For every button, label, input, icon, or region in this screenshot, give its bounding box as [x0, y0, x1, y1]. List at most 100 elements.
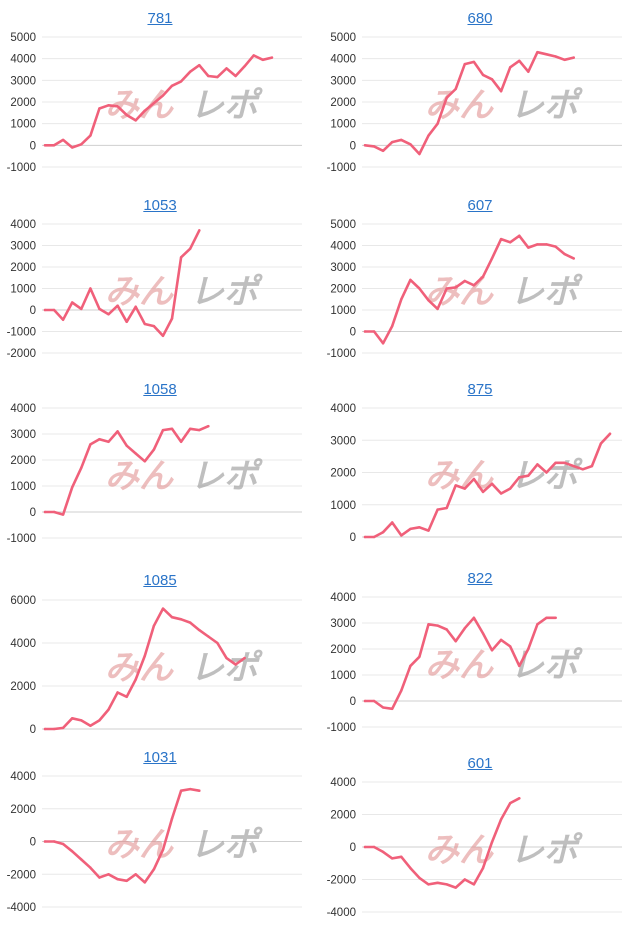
data-point — [454, 640, 457, 643]
watermark-text-left: みん — [105, 457, 174, 497]
data-point — [563, 58, 566, 61]
chart-title-link[interactable]: 1031 — [143, 749, 177, 766]
data-point — [107, 708, 110, 711]
data-point — [554, 55, 557, 58]
minrepo-logo-watermark: みん レポ — [105, 648, 263, 688]
y-tick-label: 1000 — [10, 284, 36, 296]
data-point — [43, 144, 47, 147]
y-tick-label: 2000 — [330, 97, 356, 109]
chart-title-link[interactable]: 1085 — [143, 572, 177, 589]
data-point — [518, 476, 521, 479]
data-point — [445, 506, 448, 510]
y-tick-label: 4000 — [10, 638, 36, 650]
data-point — [554, 245, 557, 248]
data-point — [52, 144, 56, 147]
data-point — [98, 107, 101, 110]
data-point — [71, 146, 74, 149]
data-point — [490, 482, 494, 485]
data-point — [436, 307, 439, 311]
data-point — [107, 313, 110, 316]
data-point — [372, 699, 376, 703]
y-tick-label: 0 — [350, 532, 356, 544]
minrepo-logo-watermark: みん レポ — [105, 457, 263, 497]
data-point — [198, 229, 201, 232]
data-point — [490, 78, 494, 81]
line-chart: 4000 3000 2000 1000 0 -1000 みん レポ — [7, 403, 302, 545]
data-point — [463, 62, 466, 66]
data-point — [572, 257, 575, 260]
data-point — [198, 64, 201, 67]
data-point — [179, 618, 183, 621]
series-line — [363, 432, 612, 539]
data-point — [481, 866, 485, 870]
line-chart: 4000 2000 0 -2000 -4000 みん レポ — [7, 771, 302, 914]
y-tick-label: 4000 — [330, 592, 356, 604]
data-point — [116, 105, 119, 108]
data-point — [527, 70, 530, 73]
y-tick-label: -1000 — [327, 348, 356, 360]
watermark-text-right: レポ — [190, 457, 263, 497]
data-point — [80, 143, 83, 146]
line-chart: 5000 4000 3000 2000 1000 0 -1000 みん レポ — [7, 32, 302, 174]
watermark-text-left: みん — [425, 646, 494, 686]
data-point — [445, 883, 448, 886]
chart-title-link[interactable]: 781 — [147, 10, 173, 27]
data-point — [363, 535, 367, 539]
chart-title-link[interactable]: 1053 — [143, 197, 177, 214]
chart-title-link[interactable]: 1058 — [143, 381, 177, 398]
chart-title-link[interactable]: 607 — [467, 197, 493, 214]
data-point — [381, 149, 385, 152]
data-point — [143, 322, 146, 326]
data-point — [381, 850, 385, 854]
y-tick-label: 4000 — [10, 403, 36, 415]
watermark-text-right: レポ — [510, 831, 583, 871]
data-point — [481, 632, 485, 635]
data-point — [400, 855, 403, 858]
data-point — [125, 879, 128, 882]
minrepo-logo-watermark: みん レポ — [425, 272, 583, 312]
y-tick-label: 3000 — [330, 435, 356, 447]
data-point — [445, 287, 448, 290]
line-chart: 4000 3000 2000 1000 0 -1000 みん レポ — [327, 592, 622, 734]
data-point — [418, 152, 421, 156]
data-point — [599, 442, 603, 445]
y-tick-label: 4000 — [330, 54, 356, 66]
data-point — [527, 246, 530, 249]
chart-title-link[interactable]: 822 — [467, 570, 493, 587]
data-point — [207, 425, 210, 428]
y-tick-label: 1000 — [10, 119, 36, 131]
y-tick-label: -1000 — [327, 722, 356, 734]
data-point — [536, 243, 539, 246]
data-point — [89, 866, 92, 869]
data-point — [89, 443, 92, 446]
data-point — [472, 616, 476, 619]
data-point — [427, 623, 430, 626]
data-point — [545, 616, 548, 619]
data-point — [98, 719, 101, 722]
data-point — [372, 145, 376, 148]
chart-title-link[interactable]: 680 — [467, 10, 493, 27]
data-point — [518, 234, 521, 237]
data-point — [381, 342, 385, 345]
data-point — [509, 645, 512, 648]
data-point — [381, 706, 385, 709]
data-point — [143, 881, 146, 884]
data-point — [400, 138, 403, 142]
y-tick-label: 2000 — [10, 804, 36, 816]
data-point — [391, 707, 394, 710]
y-tick-label: 1000 — [330, 305, 356, 317]
watermark-text-left: みん — [105, 825, 174, 865]
watermark-text-right: レポ — [510, 272, 583, 312]
data-point — [472, 477, 476, 481]
data-point — [563, 461, 566, 464]
data-point — [198, 428, 201, 432]
data-point — [427, 299, 430, 302]
chart-title-link[interactable]: 875 — [467, 381, 493, 398]
data-point — [152, 101, 156, 105]
watermark-text-right: レポ — [510, 86, 583, 126]
minrepo-logo-watermark: みん レポ — [425, 646, 583, 686]
data-point — [363, 144, 367, 147]
data-point — [509, 241, 512, 244]
chart-title-link[interactable]: 601 — [467, 755, 493, 772]
y-tick-label: 4000 — [330, 777, 356, 789]
